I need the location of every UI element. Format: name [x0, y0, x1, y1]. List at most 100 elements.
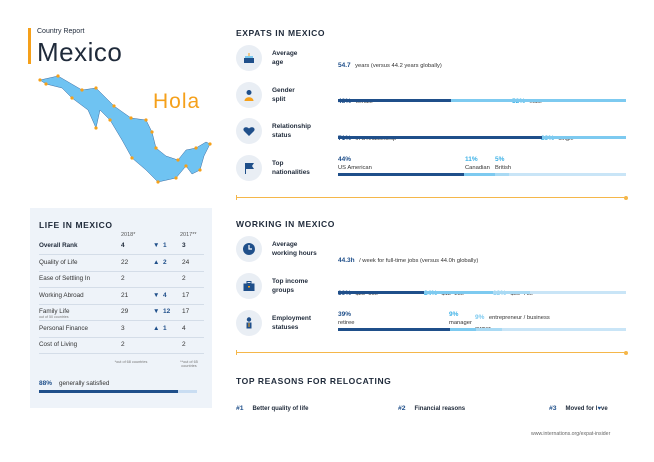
relationship-label: Relationship status	[272, 123, 312, 139]
female-bar	[338, 99, 451, 102]
life-row: Working Abroad 21 ▼ 4 17	[39, 289, 204, 305]
country-report-label: Country Report	[37, 28, 85, 35]
emp3-bar	[476, 328, 502, 331]
life-row-label: Personal Finance	[39, 324, 89, 332]
nat1-bar	[338, 173, 464, 176]
emp1-text: retiree	[338, 320, 355, 326]
life-row-2018: 29	[121, 308, 129, 315]
life-row: Overall Rank 4 ▼ 1 3	[39, 239, 204, 255]
employment-label: Employment statuses	[272, 315, 312, 331]
expats-title: EXPATS IN MEXICO	[236, 28, 326, 38]
income-label: Top income groups	[272, 278, 308, 294]
life-title: LIFE IN MEXICO	[39, 220, 113, 230]
clock-icon	[236, 236, 262, 262]
flag-icon	[236, 155, 262, 181]
reason-3: #3 Moved for l♥ve	[549, 405, 608, 412]
divider-1	[236, 197, 626, 198]
life-row-label: Working Abroad	[39, 291, 84, 299]
satisfied-bar-fill	[39, 390, 179, 393]
life-row-2018: 21	[121, 291, 129, 299]
age-text: years (versus 44.2 years globally)	[355, 63, 442, 69]
heart-icon	[236, 118, 262, 144]
life-row: Family Life out of 50 countries 29 ▼ 12 17	[39, 305, 204, 321]
age-value: 54.7	[338, 62, 351, 69]
life-row-2018: 4	[121, 242, 125, 249]
briefcase-icon	[236, 273, 262, 299]
nat3-bar	[495, 173, 509, 176]
life-row-delta: 12	[163, 308, 171, 315]
person-icon	[236, 82, 262, 108]
mexico-map	[38, 74, 212, 184]
reasons-title: TOP REASONS FOR RELOCATING	[236, 376, 392, 386]
col-head-2017: 2017**	[180, 232, 197, 238]
life-row-arrow: ▲	[153, 258, 160, 266]
life-row: Cost of Living 2 2	[39, 338, 204, 354]
divider-2-end	[624, 350, 628, 355]
footer-url[interactable]: www.internations.org/expat-insider	[531, 431, 611, 437]
male-bar	[451, 99, 626, 102]
emp1-pct: 39%	[338, 311, 352, 318]
life-row-arrow: ▼	[153, 242, 160, 249]
life-row-2017: 2	[182, 275, 186, 282]
hours-row: 44.3h / week for full-time jobs (versus …	[338, 249, 478, 267]
life-row: Quality of Life 22 ▲ 2 24	[39, 256, 204, 272]
life-row-2018: 2	[121, 341, 125, 348]
life-row-2017: 2	[182, 341, 186, 348]
life-row-label: Overall Rank	[39, 242, 78, 249]
life-row-delta: 1	[163, 242, 167, 249]
life-row-arrow: ▼	[153, 308, 160, 315]
worker-icon	[236, 310, 262, 336]
life-row-label: Ease of Settling In	[39, 275, 91, 282]
hours-value: 44.3h	[338, 257, 355, 264]
hours-text: / week for full-time jobs (versus 44.0h …	[359, 258, 479, 264]
life-row-delta: 1	[163, 324, 167, 332]
nat2-text: Canadian	[465, 165, 490, 171]
life-row: Ease of Settling In 2 2	[39, 272, 204, 288]
life-row-2017: 4	[182, 324, 186, 332]
reason-1: #1 Better quality of life	[236, 405, 309, 412]
greeting-text: Hola	[153, 90, 201, 113]
map-points	[38, 74, 212, 184]
income-2-bar	[424, 291, 493, 294]
life-row-2018: 2	[121, 275, 125, 282]
life-row-2018: 22	[121, 258, 129, 266]
satisfied-pct: 88%	[39, 380, 53, 387]
life-row-2017: 17	[182, 308, 190, 315]
cake-icon	[236, 45, 262, 71]
life-row-2017: 24	[182, 258, 190, 266]
life-row-delta: 2	[163, 258, 167, 266]
nat3-pct: 5%	[495, 156, 505, 163]
life-row-label: Cost of Living	[39, 341, 78, 348]
heart-icon-inline: ♥	[597, 406, 602, 412]
emp2-pct: 9%	[449, 311, 459, 318]
hours-label: Average working hours	[272, 241, 317, 257]
emp2-text: manager	[449, 320, 472, 326]
age-value-row: 54.7 years (versus 44.2 years globally)	[338, 54, 442, 72]
income-3-bar	[493, 291, 530, 294]
note-2017: **out of 65 countries	[180, 360, 198, 368]
nat2-pct: 11%	[465, 156, 478, 163]
in-relationship-bar	[338, 136, 542, 139]
age-label: Average age	[272, 50, 298, 66]
emp2-bar	[450, 328, 476, 331]
divider-2	[236, 352, 626, 353]
life-row-arrow: ▼	[153, 291, 160, 299]
nat1-text: US American	[338, 165, 372, 171]
accent-bar	[28, 28, 31, 64]
satisfied-text: generally satisfied	[59, 380, 110, 387]
gender-label: Gender split	[272, 87, 295, 103]
country-title: Mexico	[37, 37, 123, 67]
note-2018: *out of 68 countries	[114, 360, 148, 364]
life-panel	[30, 208, 212, 408]
life-row-2017: 3	[182, 242, 186, 249]
life-row-2018: 3	[121, 324, 125, 332]
life-row-label: Family Life	[39, 308, 70, 315]
life-row: Personal Finance 3 ▲ 1 4	[39, 322, 204, 338]
emp1-bar	[338, 328, 450, 331]
col-head-2018: 2018*	[121, 232, 136, 238]
income-1-bar	[338, 291, 424, 294]
life-row-arrow: ▲	[153, 324, 160, 332]
mexico-map-shape	[39, 75, 211, 183]
life-row-2017: 17	[182, 291, 190, 299]
life-row-label: Quality of Life	[39, 258, 78, 266]
